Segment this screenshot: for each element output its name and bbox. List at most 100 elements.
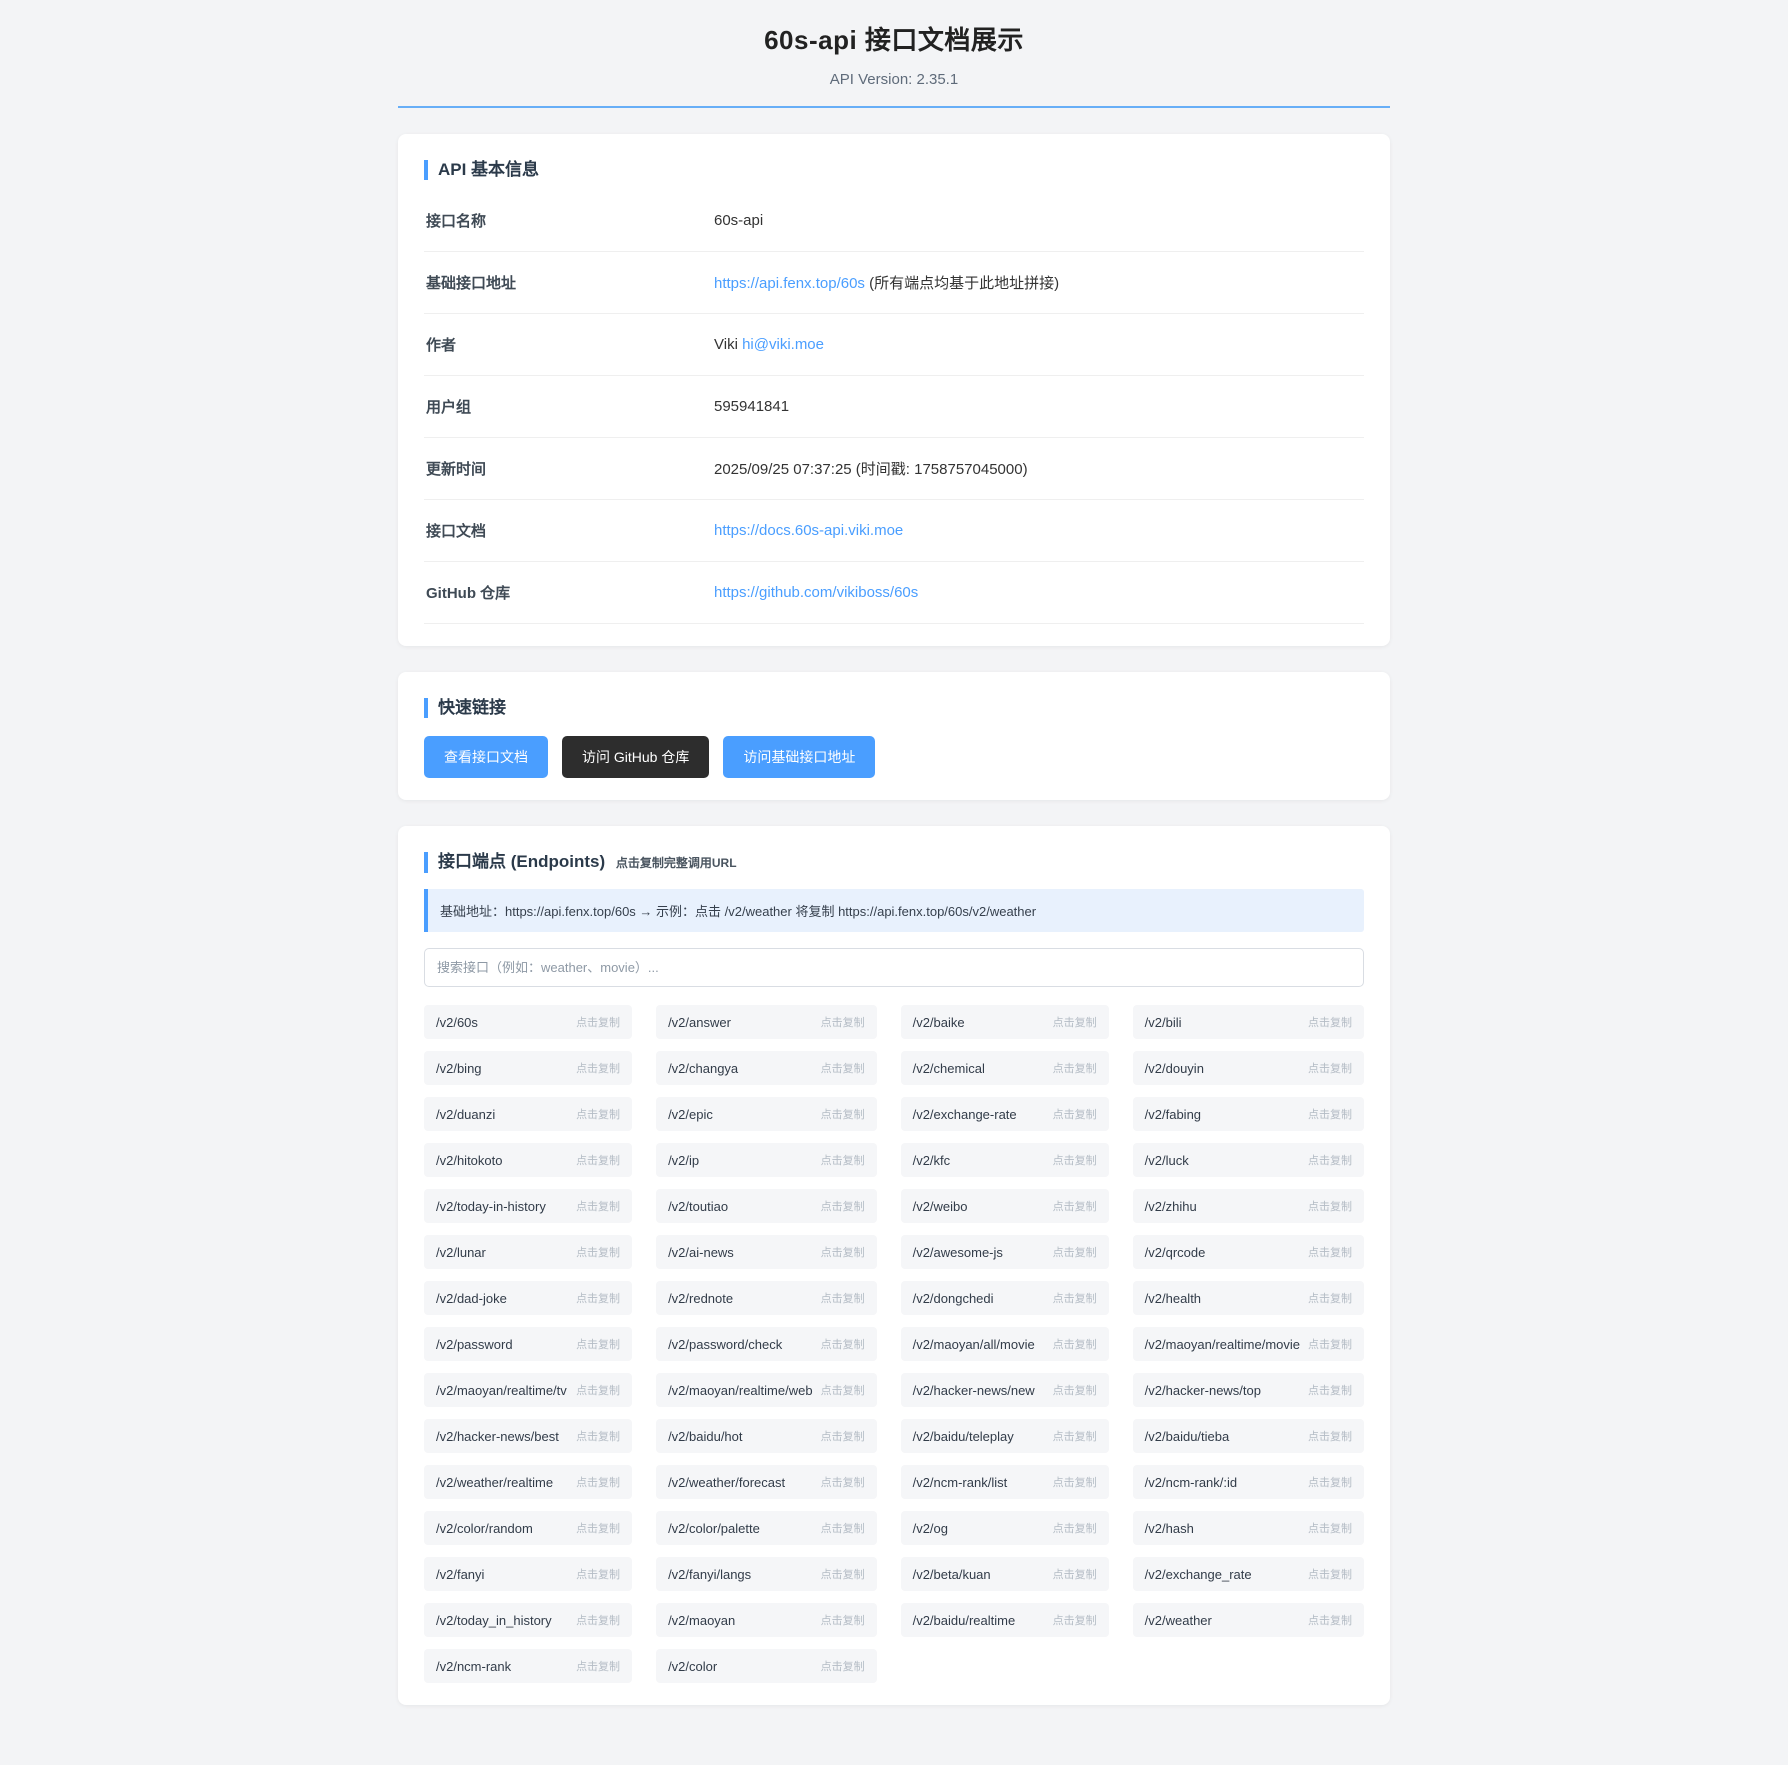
endpoint-copy-label: 点击复制 [1052,1385,1097,1397]
endpoint-copy-label: 点击复制 [576,1431,621,1443]
info-value-link[interactable]: https://github.com/vikiboss/60s [714,584,919,601]
endpoint-cell[interactable]: /v2/today-in-history 点击复制 [424,1189,633,1223]
endpoint-cell[interactable]: /v2/rednote 点击复制 [656,1281,877,1315]
endpoint-cell[interactable]: /v2/60s 点击复制 [424,1005,633,1039]
endpoint-cell[interactable]: /v2/ai-news 点击复制 [656,1235,877,1269]
endpoint-copy-label: 点击复制 [1308,1293,1352,1305]
endpoint-cell[interactable]: /v2/fabing 点击复制 [1132,1097,1364,1131]
endpoint-cell[interactable]: /v2/answer 点击复制 [656,1005,877,1039]
info-row: 用户组 595941841 [424,376,1364,438]
endpoint-cell[interactable]: /v2/hacker-news/new 点击复制 [900,1373,1109,1407]
endpoint-copy-label: 点击复制 [1052,1569,1097,1581]
endpoint-cell[interactable]: /v2/ncm-rank/list 点击复制 [900,1465,1109,1499]
endpoint-copy-label: 点击复制 [1052,1017,1097,1029]
endpoint-cell[interactable]: /v2/maoyan/realtime/movie 点击复制 [1132,1327,1364,1361]
endpoint-cell[interactable]: /v2/weibo 点击复制 [900,1189,1109,1223]
endpoint-cell[interactable]: /v2/exchange_rate 点击复制 [1132,1557,1364,1591]
info-value-link[interactable]: https://docs.60s-api.viki.moe [714,522,904,539]
endpoint-cell[interactable]: /v2/weather/realtime 点击复制 [424,1465,633,1499]
endpoint-cell[interactable]: /v2/baidu/realtime 点击复制 [900,1603,1109,1637]
endpoint-cell[interactable]: /v2/hacker-news/best 点击复制 [424,1419,633,1453]
endpoint-cell[interactable]: /v2/maoyan 点击复制 [656,1603,877,1637]
info-value-text: 60s-api [714,212,764,229]
endpoint-cell[interactable]: /v2/hacker-news/top 点击复制 [1132,1373,1364,1407]
endpoint-path: /v2/maoyan [668,1612,736,1628]
endpoint-cell[interactable]: /v2/og 点击复制 [900,1511,1109,1545]
endpoint-path: /v2/fanyi/langs [668,1566,752,1582]
endpoint-cell[interactable]: /v2/color/random 点击复制 [424,1511,633,1545]
endpoint-copy-label: 点击复制 [820,1017,865,1029]
info-value-link[interactable]: https://api.fenx.top/60s [714,275,865,292]
info-row-value: https://api.fenx.top/60s (所有端点均基于此地址拼接) [714,272,1059,293]
endpoint-path: /v2/baidu/tieba [1144,1428,1230,1444]
endpoint-cell[interactable]: /v2/maoyan/all/movie 点击复制 [900,1327,1109,1361]
endpoint-cell[interactable]: /v2/password/check 点击复制 [656,1327,877,1361]
endpoint-cell[interactable]: /v2/bili 点击复制 [1132,1005,1364,1039]
endpoint-cell[interactable]: /v2/dongchedi 点击复制 [900,1281,1109,1315]
endpoint-path: /v2/color [668,1658,718,1674]
endpoint-cell[interactable]: /v2/color 点击复制 [656,1649,877,1683]
endpoint-cell[interactable]: /v2/maoyan/realtime/web 点击复制 [656,1373,877,1407]
endpoint-copy-label: 点击复制 [576,1063,621,1075]
endpoint-cell[interactable]: /v2/today_in_history 点击复制 [424,1603,633,1637]
endpoint-path: /v2/fabing [1144,1106,1202,1122]
endpoint-cell[interactable]: /v2/ncm-rank/:id 点击复制 [1132,1465,1364,1499]
endpoint-cell[interactable]: /v2/luck 点击复制 [1132,1143,1364,1177]
info-row-value: Viki hi@viki.moe [714,336,824,353]
endpoint-cell[interactable]: /v2/zhihu 点击复制 [1132,1189,1364,1223]
endpoint-copy-label: 点击复制 [1052,1339,1097,1351]
quick-link-button[interactable]: 查看接口文档 [424,736,548,778]
endpoint-cell[interactable]: /v2/baidu/hot 点击复制 [656,1419,877,1453]
endpoint-path: /v2/bili [1144,1014,1182,1030]
endpoint-cell[interactable]: /v2/kfc 点击复制 [900,1143,1109,1177]
endpoint-cell[interactable]: /v2/toutiao 点击复制 [656,1189,877,1223]
endpoint-cell[interactable]: /v2/health 点击复制 [1132,1281,1364,1315]
endpoint-cell[interactable]: /v2/bing 点击复制 [424,1051,633,1085]
endpoint-cell[interactable]: /v2/color/palette 点击复制 [656,1511,877,1545]
endpoint-path: /v2/password [436,1336,513,1352]
endpoint-cell[interactable]: /v2/fanyi 点击复制 [424,1557,633,1591]
endpoint-path: /v2/duanzi [436,1106,496,1122]
quick-link-button[interactable]: 访问 GitHub 仓库 [562,736,710,778]
endpoint-cell[interactable]: /v2/password 点击复制 [424,1327,633,1361]
endpoint-cell[interactable]: /v2/chemical 点击复制 [900,1051,1109,1085]
info-row: 更新时间 2025/09/25 07:37:25 (时间戳: 1758757045… [424,438,1364,500]
endpoint-copy-label: 点击复制 [820,1063,865,1075]
endpoint-cell[interactable]: /v2/ip 点击复制 [656,1143,877,1177]
endpoint-copy-label: 点击复制 [820,1385,865,1397]
quick-link-button[interactable]: 访问基础接口地址 [723,736,876,778]
info-value-text: 2025/09/25 07:37:25 (时间戳: 1758757045000) [714,461,1028,478]
endpoint-copy-label: 点击复制 [820,1293,865,1305]
endpoints-card: 接口端点 (Endpoints) 点击复制完整调用URL 基础地址：https:… [398,826,1390,1705]
endpoint-cell[interactable]: /v2/hash 点击复制 [1132,1511,1364,1545]
endpoint-cell[interactable]: /v2/maoyan/realtime/tv 点击复制 [424,1373,633,1407]
endpoint-search-input[interactable] [424,948,1364,987]
endpoint-copy-label: 点击复制 [1308,1017,1352,1029]
endpoint-cell[interactable]: /v2/beta/kuan 点击复制 [900,1557,1109,1591]
endpoint-copy-label: 点击复制 [820,1201,865,1213]
endpoint-cell[interactable]: /v2/weather 点击复制 [1132,1603,1364,1637]
endpoint-path: /v2/ncm-rank/:id [1144,1474,1238,1490]
endpoint-cell[interactable]: /v2/duanzi 点击复制 [424,1097,633,1131]
endpoint-cell[interactable]: /v2/fanyi/langs 点击复制 [656,1557,877,1591]
endpoint-cell[interactable]: /v2/qrcode 点击复制 [1132,1235,1364,1269]
endpoint-cell[interactable]: /v2/ncm-rank 点击复制 [424,1649,633,1683]
endpoint-cell[interactable]: /v2/epic 点击复制 [656,1097,877,1131]
endpoint-cell[interactable]: /v2/exchange-rate 点击复制 [900,1097,1109,1131]
endpoint-cell[interactable]: /v2/baidu/teleplay 点击复制 [900,1419,1109,1453]
quick-links-card-title: 快速链接 [424,698,1364,718]
endpoint-copy-label: 点击复制 [1308,1569,1352,1581]
endpoint-cell[interactable]: /v2/weather/forecast 点击复制 [656,1465,877,1499]
endpoint-path: /v2/hacker-news/new [912,1382,1035,1398]
endpoint-copy-label: 点击复制 [820,1431,865,1443]
endpoint-cell[interactable]: /v2/dad-joke 点击复制 [424,1281,633,1315]
endpoint-cell[interactable]: /v2/baike 点击复制 [900,1005,1109,1039]
endpoint-cell[interactable]: /v2/lunar 点击复制 [424,1235,633,1269]
info-value-link[interactable]: hi@viki.moe [742,336,824,353]
endpoint-path: /v2/baidu/realtime [912,1612,1016,1628]
endpoint-cell[interactable]: /v2/hitokoto 点击复制 [424,1143,633,1177]
endpoint-cell[interactable]: /v2/baidu/tieba 点击复制 [1132,1419,1364,1453]
endpoint-cell[interactable]: /v2/douyin 点击复制 [1132,1051,1364,1085]
endpoint-cell[interactable]: /v2/changya 点击复制 [656,1051,877,1085]
endpoint-cell[interactable]: /v2/awesome-js 点击复制 [900,1235,1109,1269]
